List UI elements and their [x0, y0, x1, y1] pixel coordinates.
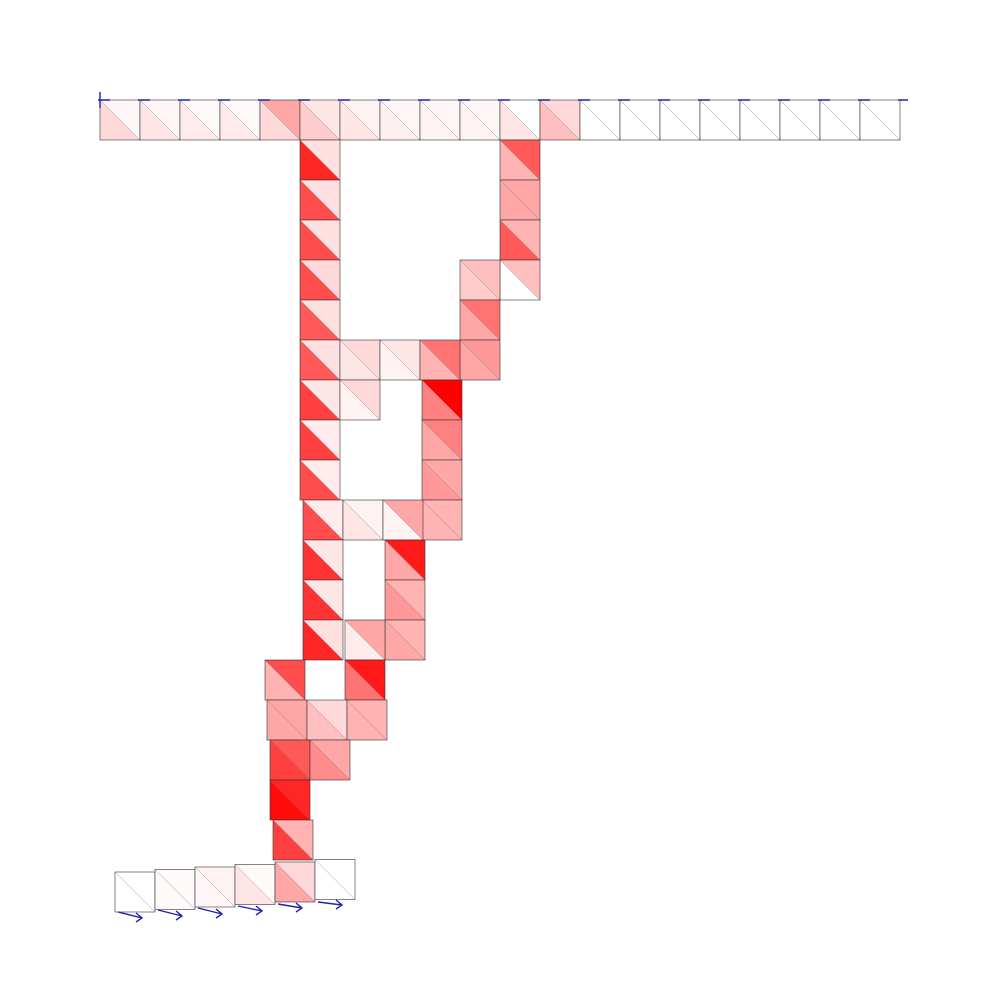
element-border: [339, 379, 381, 421]
element-diagonal: [384, 539, 426, 581]
element-diagonal: [859, 99, 901, 141]
element-diagonal: [299, 339, 341, 381]
element-diagonal: [659, 99, 701, 141]
element-border: [309, 739, 351, 781]
element-diagonal: [272, 819, 314, 861]
element-diagonal: [384, 619, 426, 661]
element-diagonal: [339, 379, 381, 421]
element-diagonal: [339, 339, 381, 381]
element-diagonal: [499, 179, 541, 221]
elements: [99, 99, 901, 913]
element-diagonal: [99, 99, 141, 141]
element-diagonal: [269, 779, 311, 821]
element-border: [346, 699, 388, 741]
load-arrow: [237, 905, 264, 916]
element-diagonal: [539, 99, 581, 141]
element-diagonal: [219, 99, 261, 141]
element-border: [314, 859, 356, 900]
element-diagonal: [819, 99, 861, 141]
element-diagonal: [266, 699, 308, 741]
element-border: [272, 819, 314, 861]
element-diagonal: [619, 99, 661, 141]
element-diagonal: [234, 864, 276, 905]
element-diagonal: [459, 259, 501, 301]
element-diagonal: [379, 99, 421, 141]
element-diagonal: [299, 179, 341, 221]
element-diagonal: [421, 499, 463, 541]
element-diagonal: [346, 699, 388, 741]
element-diagonal: [299, 139, 341, 181]
element-diagonal: [299, 379, 341, 421]
element-diagonal: [459, 299, 501, 341]
element-diagonal: [299, 299, 341, 341]
load-arrow: [117, 911, 144, 923]
element-diagonal: [154, 869, 196, 910]
element-diagonal: [302, 539, 344, 581]
element-diagonal: [384, 579, 426, 621]
element-diagonal: [259, 99, 301, 141]
loads: [117, 899, 344, 923]
element-diagonal: [344, 619, 386, 661]
element-diagonal: [499, 259, 541, 301]
element-diagonal: [739, 99, 781, 141]
element-border: [302, 619, 344, 661]
element-diagonal: [302, 619, 344, 661]
element-diagonal: [274, 861, 316, 903]
element-diagonal: [421, 379, 463, 421]
element-diagonal: [179, 99, 221, 141]
load-arrow: [157, 909, 184, 921]
element-diagonal: [499, 99, 541, 141]
element-diagonal: [306, 699, 348, 741]
element-diagonal: [314, 859, 356, 900]
load-arrow: [277, 902, 304, 913]
element-diagonal: [264, 659, 306, 701]
element-diagonal: [299, 459, 341, 501]
element-diagonal: [302, 499, 344, 541]
element-diagonal: [344, 659, 386, 701]
element-diagonal: [269, 739, 311, 781]
element-border: [859, 99, 901, 141]
load-arrow: [317, 899, 344, 910]
element-diagonal: [299, 419, 341, 461]
element-diagonal: [299, 259, 341, 301]
element-diagonal: [459, 339, 501, 381]
element-diagonal: [339, 99, 381, 141]
element-diagonal: [299, 99, 341, 141]
element-diagonal: [779, 99, 821, 141]
element-diagonal: [194, 866, 236, 908]
element-diagonal: [421, 459, 463, 501]
element-diagonal: [309, 739, 351, 781]
element-diagonal: [419, 99, 461, 141]
element-diagonal: [421, 419, 463, 461]
element-diagonal: [579, 99, 621, 141]
element-diagonal: [699, 99, 741, 141]
element-diagonal: [114, 871, 156, 913]
element-diagonal: [419, 339, 461, 381]
supports: [92, 92, 908, 108]
element-diagonal: [139, 99, 181, 141]
element-diagonal: [302, 579, 344, 621]
element-diagonal: [499, 219, 541, 261]
element-diagonal: [499, 139, 541, 181]
element-diagonal: [459, 99, 501, 141]
element-diagonal: [379, 339, 421, 381]
element-diagonal: [382, 499, 424, 541]
element-diagonal: [299, 219, 341, 261]
load-arrow: [197, 907, 224, 919]
element-diagonal: [342, 499, 384, 541]
